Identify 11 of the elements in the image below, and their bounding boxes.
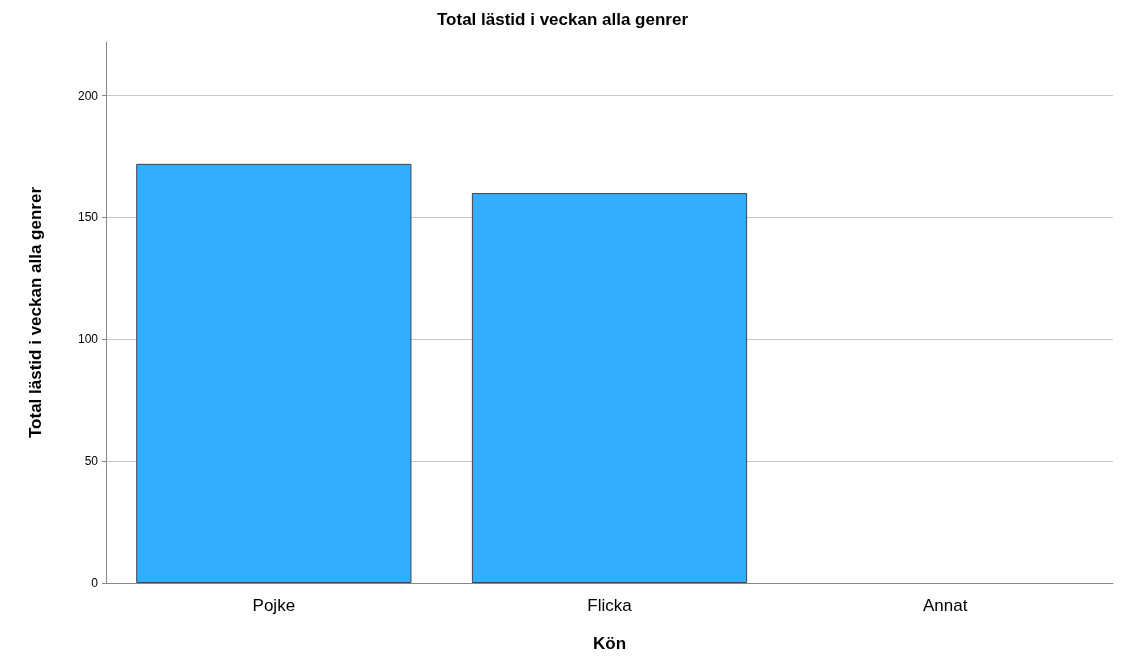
y-tick-label: 150 [77, 210, 99, 225]
x-axis-title: Kön [592, 634, 627, 653]
y-axis-title: Total lästid i veckan alla genrer [26, 186, 45, 439]
y-tick-label: 0 [91, 576, 99, 590]
y-tick-label: 50 [84, 454, 99, 469]
x-tick-label: Flicka [587, 596, 633, 615]
chart-title: Total lästid i veckan alla genrer [436, 10, 689, 29]
y-tick-label: 100 [77, 332, 99, 347]
x-tick-label: Pojke [252, 596, 296, 615]
y-tick-label: 200 [77, 88, 99, 103]
x-tick-label: Annat [922, 596, 968, 615]
